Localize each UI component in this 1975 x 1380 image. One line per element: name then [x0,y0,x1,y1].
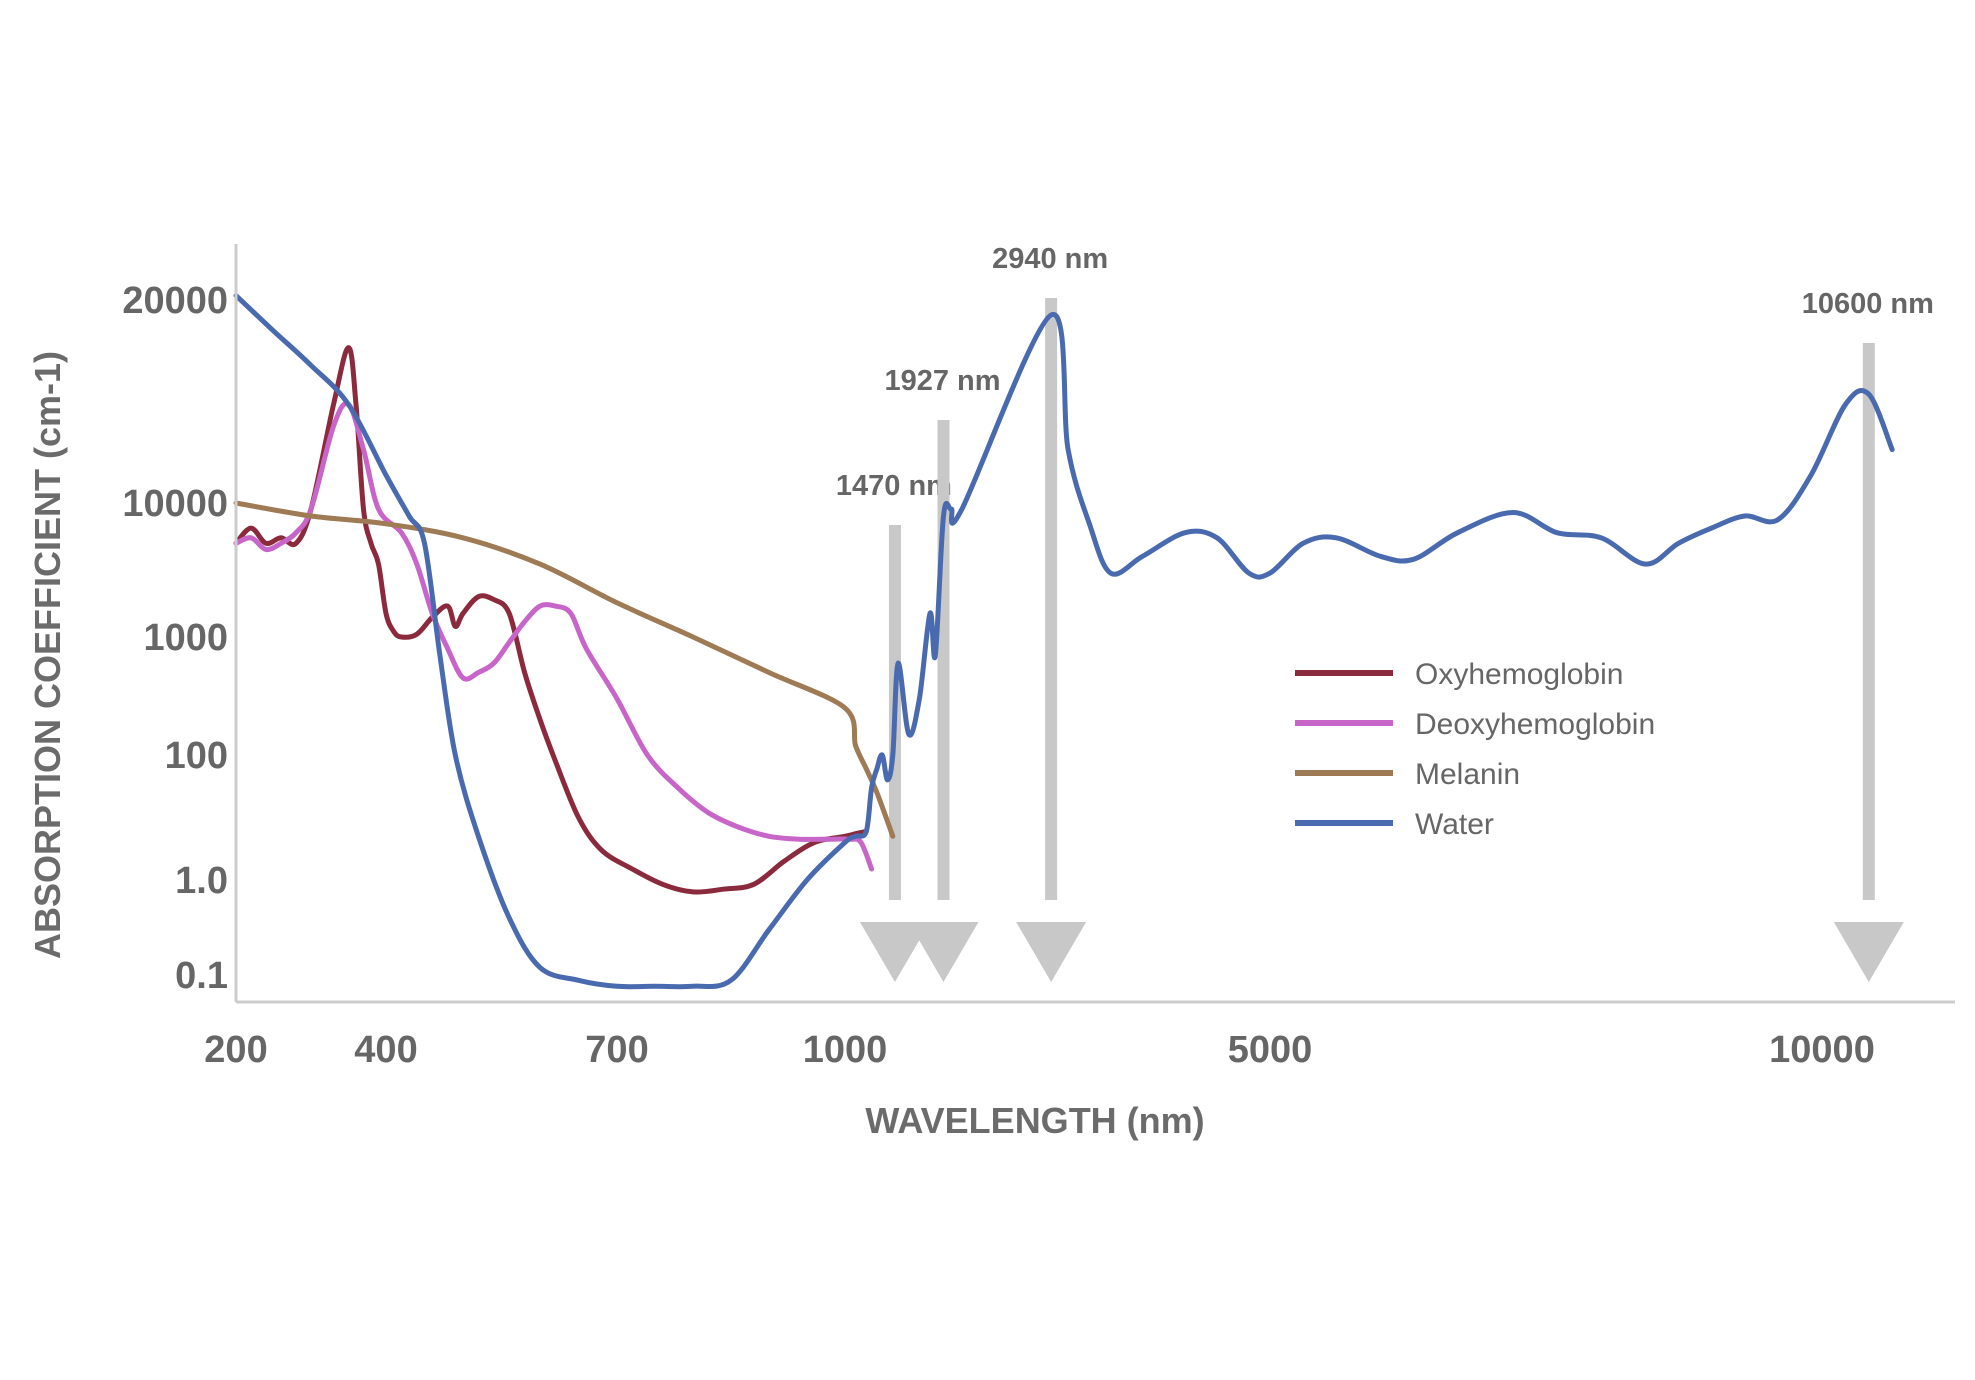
series-line-oxyhemoglobin [233,345,869,895]
arrow-head-1927 [908,922,979,982]
legend-entry-oxyhemoglobin: Oxyhemoglobin [1295,658,1623,691]
y-tick-labels: 0.1 1.0 100 1000 10000 20000 [122,280,228,997]
annotation-label-10600: 10600 nm [1802,288,1934,320]
legend-label-melanin: Melanin [1415,758,1520,791]
arrow-shaft-10600 [1862,343,1875,900]
legend-label-oxyhemoglobin: Oxyhemoglobin [1415,658,1623,691]
annotation-arrow-2940: 2940 nm [992,243,1108,982]
arrow-head-10600 [1833,922,1904,982]
series-layer [233,293,1895,990]
legend-label-deoxyhemoglobin: Deoxyhemoglobin [1415,708,1655,741]
y-tick-10000: 10000 [122,483,228,525]
legend-label-water: Water [1415,808,1494,841]
y-tick-1-0: 1.0 [175,860,228,902]
x-tick-labels: 200 400 700 1000 5000 10000 [204,1029,1875,1071]
x-axis-title: WAVELENGTH (nm) [865,1100,1204,1141]
annotation-label-1927: 1927 nm [884,365,1000,397]
series-line-melanin [233,500,896,839]
x-tick-10000: 10000 [1769,1029,1875,1071]
legend-entry-water: Water [1295,808,1494,841]
y-tick-20000: 20000 [122,280,228,322]
annotation-arrow-1470: 1470 nm [836,470,952,982]
annotation-label-1470: 1470 nm [836,470,952,502]
annotation-layer: 1470 nm 1927 nm 2940 nm 10600 nm [836,243,1934,982]
y-tick-1000: 1000 [143,617,228,659]
annotation-label-2940: 2940 nm [992,243,1108,275]
arrow-head-1470 [859,922,930,982]
legend: Oxyhemoglobin Deoxyhemoglobin Melanin Water [1295,658,1655,841]
legend-entry-deoxyhemoglobin: Deoxyhemoglobin [1295,708,1655,741]
x-tick-1000: 1000 [803,1029,888,1071]
annotation-arrow-10600: 10600 nm [1802,288,1934,982]
arrow-shaft-2940 [1045,298,1058,900]
y-tick-100: 100 [165,735,228,777]
x-tick-700: 700 [585,1029,648,1071]
x-tick-400: 400 [354,1029,417,1071]
y-axis-title: ABSORPTION COEFFICIENT (cm-1) [27,351,68,959]
x-tick-200: 200 [204,1029,267,1071]
x-tick-5000: 5000 [1228,1029,1313,1071]
series-line-water [233,293,1895,990]
series-line-deoxyhemoglobin [233,401,875,872]
legend-entry-melanin: Melanin [1295,758,1520,791]
arrow-shaft-1927 [937,420,950,900]
arrow-head-2940 [1016,922,1087,982]
y-tick-0-1: 0.1 [175,955,228,997]
